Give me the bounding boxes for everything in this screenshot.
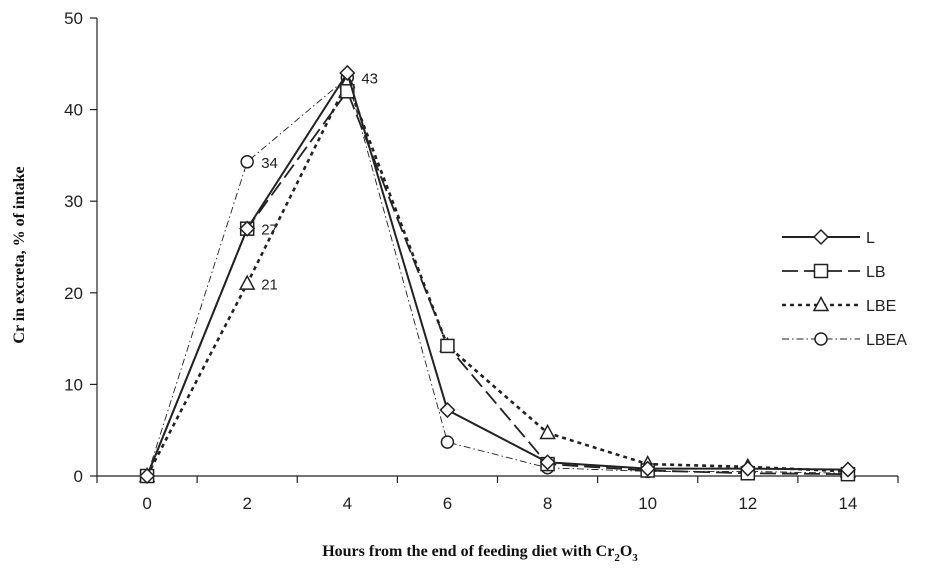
x-tick-label: 12 [738,494,757,513]
legend-marker [812,228,830,246]
x-tick-label: 0 [142,494,151,513]
series-l [139,64,856,485]
x-tick-label: 2 [242,494,251,513]
x-tick-label: 8 [543,494,552,513]
series-line-l [146,70,848,477]
legend-marker [812,295,830,312]
legend-label: LBE [866,298,896,315]
chart-legend: L LB LBE LBEA [782,228,907,349]
data-point-l [539,454,556,471]
legend-item-lbe: LBE [782,295,896,315]
y-tick-label: 0 [74,467,83,486]
y-tick-label: 30 [64,192,83,211]
annotation-layer: 43 34 27 21 [261,71,378,294]
data-point-lb [440,338,455,354]
y-axis-ticks: 0 10 20 30 40 50 [64,9,97,486]
x-tick-label: 14 [838,494,857,513]
data-point-l [439,401,456,419]
data-label: 27 [261,222,278,239]
data-point-l [639,460,656,477]
series-line-lbe [145,78,848,477]
series-lbe [138,73,857,483]
y-axis-title: Cr in excreta, % of intake [11,166,28,343]
x-axis-title-sub1: 2 [614,552,620,564]
y-tick-label: 20 [64,284,83,303]
legend-marker [813,263,829,279]
data-point-lbe [238,274,256,290]
series-line-lb [146,89,848,477]
data-label: 43 [361,71,378,88]
legend-item-lbea: LBEA [782,332,907,349]
data-point-lbe [539,423,556,440]
x-tick-label: 4 [343,494,352,513]
data-point-lbea [240,155,254,169]
x-axis-title-sub2: 3 [632,552,638,564]
legend-marker [814,332,828,346]
legend-label: LB [866,264,886,281]
x-tick-label: 6 [443,494,452,513]
x-axis-title-mid: O [620,543,632,560]
legend-item-lb: LB [782,263,886,281]
y-tick-label: 50 [64,9,83,28]
series-layer [138,64,857,485]
data-point-lb [340,84,355,99]
legend-label: LBEA [866,332,907,349]
legend-label: L [866,230,875,247]
data-label: 34 [261,155,278,172]
y-tick-label: 40 [64,101,83,120]
data-point-l [239,220,256,237]
x-axis-title: Hours from the end of feeding diet with … [322,543,638,564]
series-line-lbea [146,76,848,477]
data-point-l [839,461,856,478]
y-tick-label: 10 [64,375,83,394]
data-point-l [739,460,756,477]
x-tick-label: 10 [638,494,657,513]
x-axis-ticks: 0 2 4 6 8 10 12 14 [96,476,899,513]
data-point-lbea [440,435,455,449]
legend-item-l: L [782,228,875,247]
data-label: 21 [261,277,278,294]
data-point-l [339,64,356,82]
data-point-l [139,467,156,485]
x-axis-title-main: Hours from the end of feeding diet with … [322,543,614,560]
